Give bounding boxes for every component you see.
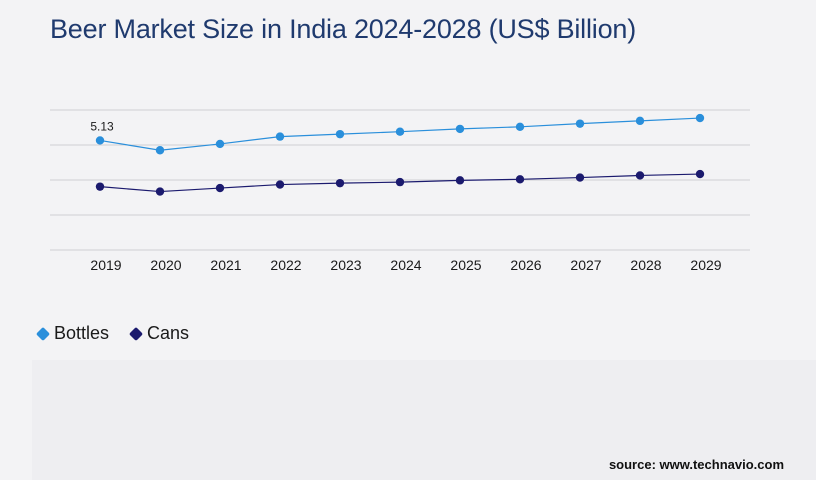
data-point-cans-2029 bbox=[695, 169, 705, 179]
bottles-marker-icon bbox=[35, 326, 51, 341]
data-point-bottles-2027 bbox=[575, 119, 585, 128]
data-point-cans-2026 bbox=[515, 175, 525, 184]
x-tick-label-2027: 2027 bbox=[570, 257, 601, 273]
data-point-bottles-2029 bbox=[695, 113, 705, 123]
data-point-bottles-2025 bbox=[455, 124, 465, 134]
data-point-cans-2022 bbox=[275, 180, 285, 189]
data-point-bottles-2022 bbox=[275, 132, 285, 141]
cans-marker-icon bbox=[128, 326, 144, 341]
x-tick-label-2023: 2023 bbox=[330, 257, 361, 273]
x-tick-label-2026: 2026 bbox=[510, 257, 541, 273]
data-point-cans-2025 bbox=[455, 176, 465, 185]
data-point-bottles-2019 bbox=[95, 136, 105, 145]
x-tick-label-2020: 2020 bbox=[150, 257, 181, 273]
data-point-cans-2027 bbox=[575, 173, 585, 182]
source-credit: source: www.technavio.com bbox=[608, 457, 784, 472]
legend-panel-background bbox=[32, 360, 816, 480]
x-tick-label-2025: 2025 bbox=[450, 257, 481, 273]
data-point-cans-2021 bbox=[215, 183, 225, 193]
data-point-cans-2024 bbox=[395, 177, 405, 187]
data-point-bottles-2021 bbox=[215, 139, 225, 149]
legend-item-cans[interactable]: Cans bbox=[128, 323, 190, 344]
x-tick-label-2024: 2024 bbox=[390, 257, 421, 273]
legend-label-bottles: Bottles bbox=[54, 323, 110, 343]
legend-label-cans: Cans bbox=[147, 323, 190, 343]
line-chart: 2019 2020 2021 2022 2023 2024 2025 2026 2027 2028… bbox=[50, 109, 750, 273]
data-point-bottles-2024 bbox=[395, 127, 405, 136]
x-tick-label-2028: 2028 bbox=[630, 257, 661, 273]
legend-item-bottles[interactable]: Bottles bbox=[35, 323, 110, 344]
data-point-bottles-2028 bbox=[635, 116, 645, 126]
data-point-bottles-2023 bbox=[335, 129, 345, 139]
data-point-cans-2019 bbox=[95, 182, 105, 191]
x-tick-label-2022: 2022 bbox=[270, 257, 301, 273]
chart-legend: Bottles Cans bbox=[35, 323, 190, 344]
data-point-cans-2020 bbox=[155, 187, 165, 196]
data-label-bottles-2019: 5.13 bbox=[90, 119, 114, 133]
chart-title: Beer Market Size in India 2024-2028 (US$… bbox=[50, 14, 637, 44]
x-tick-label-2029: 2029 bbox=[690, 257, 721, 273]
data-point-bottles-2026 bbox=[515, 122, 525, 131]
data-point-cans-2028 bbox=[635, 171, 645, 180]
x-tick-label-2019: 2019 bbox=[90, 257, 121, 273]
data-point-cans-2023 bbox=[335, 178, 345, 188]
x-tick-label-2021: 2021 bbox=[210, 257, 241, 273]
data-point-bottles-2020 bbox=[155, 146, 165, 155]
